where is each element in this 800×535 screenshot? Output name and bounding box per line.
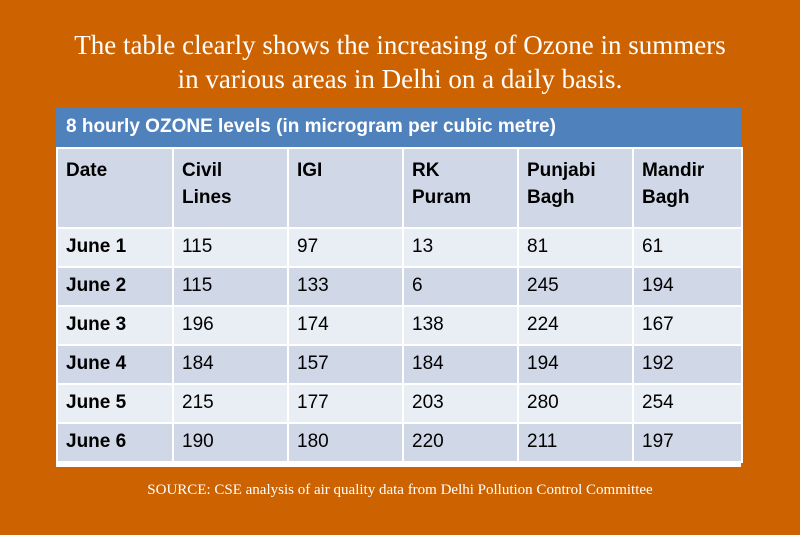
value-cell: 184 xyxy=(172,344,289,385)
value-cell: 61 xyxy=(632,227,743,268)
value-cell: 203 xyxy=(402,383,519,424)
value-cell: 194 xyxy=(632,266,743,307)
value-cell: 215 xyxy=(172,383,289,424)
date-cell: June 1 xyxy=(56,227,174,268)
value-cell: 81 xyxy=(517,227,634,268)
value-cell: 184 xyxy=(402,344,519,385)
table-row: June 6 190 180 220 211 197 xyxy=(56,422,743,463)
table-row: June 5 215 177 203 280 254 xyxy=(56,383,743,424)
value-cell: 254 xyxy=(632,383,743,424)
value-cell: 197 xyxy=(632,422,743,463)
value-cell: 174 xyxy=(287,305,404,346)
value-cell: 211 xyxy=(517,422,634,463)
value-cell: 220 xyxy=(402,422,519,463)
value-cell: 194 xyxy=(517,344,634,385)
value-cell: 157 xyxy=(287,344,404,385)
column-header-date: Date xyxy=(56,147,174,229)
value-cell: 97 xyxy=(287,227,404,268)
value-cell: 177 xyxy=(287,383,404,424)
value-cell: 224 xyxy=(517,305,634,346)
column-header-mandir-bagh: Mandir Bagh xyxy=(632,147,743,229)
ozone-table: Date Civil Lines IGI RK Puram Punjabi Bagh … xyxy=(56,147,743,463)
table-row: June 2 115 133 6 245 194 xyxy=(56,266,743,307)
value-cell: 245 xyxy=(517,266,634,307)
source-note: SOURCE: CSE analysis of air quality data… xyxy=(147,482,653,498)
column-header-civil-lines: Civil Lines xyxy=(172,147,289,229)
headline: The table clearly shows the increasing o… xyxy=(0,28,800,96)
table-row: June 1 115 97 13 81 61 xyxy=(56,227,743,268)
table-row: June 3 196 174 138 224 167 xyxy=(56,305,743,346)
value-cell: 192 xyxy=(632,344,743,385)
value-cell: 138 xyxy=(402,305,519,346)
value-cell: 115 xyxy=(172,227,289,268)
date-cell: June 5 xyxy=(56,383,174,424)
value-cell: 280 xyxy=(517,383,634,424)
date-cell: June 2 xyxy=(56,266,174,307)
header-row: Date Civil Lines IGI RK Puram Punjabi Bagh … xyxy=(56,147,743,229)
date-cell: June 4 xyxy=(56,344,174,385)
value-cell: 180 xyxy=(287,422,404,463)
column-header-punjabi-bagh: Punjabi Bagh xyxy=(517,147,634,229)
value-cell: 167 xyxy=(632,305,743,346)
date-cell: June 3 xyxy=(56,305,174,346)
value-cell: 196 xyxy=(172,305,289,346)
value-cell: 190 xyxy=(172,422,289,463)
ozone-table-container: 8 hourly OZONE levels (in microgram per … xyxy=(56,107,743,467)
table-title: 8 hourly OZONE levels (in microgram per … xyxy=(56,107,741,147)
value-cell: 133 xyxy=(287,266,404,307)
value-cell: 13 xyxy=(402,227,519,268)
headline-line-2: in various areas in Delhi on a daily bas… xyxy=(177,64,623,94)
headline-line-1: The table clearly shows the increasing o… xyxy=(74,30,726,60)
value-cell: 6 xyxy=(402,266,519,307)
column-header-igi: IGI xyxy=(287,147,404,229)
value-cell: 115 xyxy=(172,266,289,307)
date-cell: June 6 xyxy=(56,422,174,463)
table-row: June 4 184 157 184 194 192 xyxy=(56,344,743,385)
column-header-rk-puram: RK Puram xyxy=(402,147,519,229)
